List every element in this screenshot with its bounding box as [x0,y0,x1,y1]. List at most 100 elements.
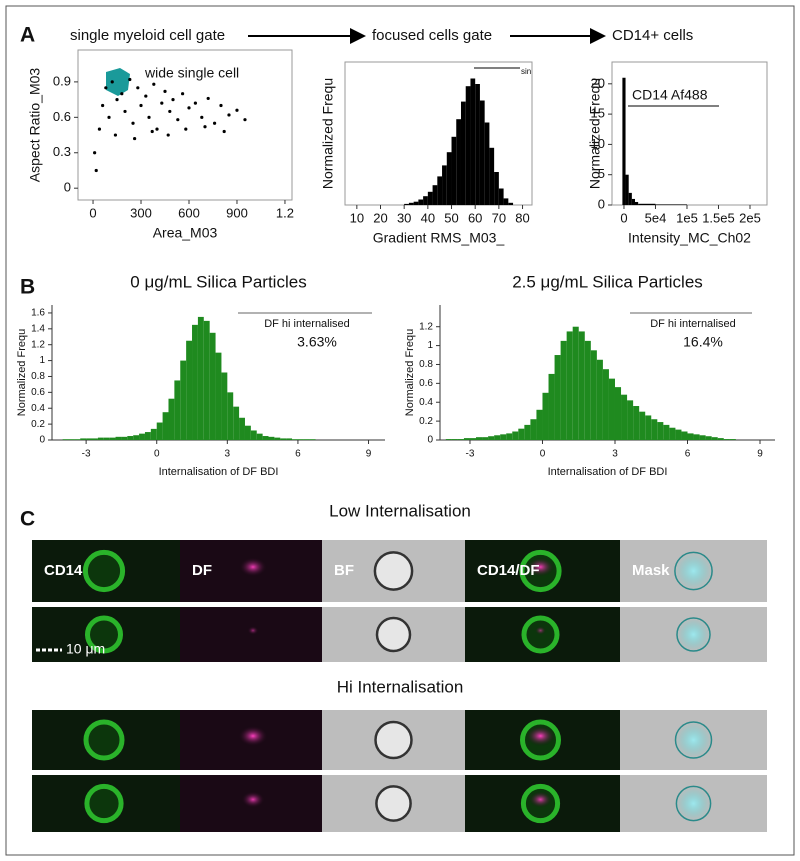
y-tick-label: 1.6 [31,308,45,319]
bar [268,436,275,440]
bar [548,373,555,440]
x-tick-label: 1.2 [276,205,294,220]
bar [109,437,116,440]
y-tick-label: 0 [39,435,45,446]
point [120,92,124,96]
bar [566,331,573,440]
cell [674,551,713,591]
point [184,127,188,131]
point [163,89,167,93]
bar [150,428,157,440]
bar [645,415,652,440]
point [155,127,159,131]
point [104,86,108,90]
panel-label: C [20,508,35,531]
bar [86,438,93,440]
x-tick-label: 60 [468,210,482,225]
bar [442,165,447,205]
bar [292,439,298,440]
point [168,109,172,114]
point [93,151,97,155]
gate-label: DF hi internalised [650,318,736,330]
y-axis-label: Aspect Ratio_M03 [27,68,43,183]
bar [560,340,567,440]
point [160,101,164,105]
bar [115,436,122,440]
chart-title: 2.5 μg/mL Silica Particles [512,272,703,291]
y-tick-label: 0.6 [31,387,45,398]
bar [489,147,495,205]
y-tick-label: 0.2 [419,416,433,427]
bar [621,394,628,440]
x-tick-label: 900 [226,205,248,220]
particles [528,791,553,808]
bar [203,320,210,440]
bar [717,438,724,440]
y-tick-label: 0 [598,196,605,211]
bar [681,431,688,440]
bar [512,431,519,440]
channel-label: CD14 [44,562,83,579]
point [133,136,137,141]
image-tile [180,607,322,662]
bar [494,435,501,440]
y-tick-label: 1 [427,340,433,351]
bar [503,198,509,205]
bar [280,438,287,440]
bar [221,372,228,440]
point [147,115,151,119]
plot-frame [77,49,293,201]
bar [97,437,104,440]
bar [470,78,476,205]
y-axis-label: Normalized Frequ [16,329,28,416]
x-tick-label: 70 [492,210,506,225]
plot-frame [611,61,768,206]
y-tick-label: 0.3 [53,144,71,159]
bar [627,400,634,440]
point [187,106,191,110]
point [222,129,226,134]
bar [80,438,87,440]
cell [374,720,413,760]
x-tick-label: 9 [757,449,763,460]
scale-label: 10 μm [66,641,105,657]
y-tick-label: 0.9 [53,73,71,88]
bar [209,332,216,440]
bar [705,436,712,440]
bar [638,203,656,205]
particles [239,557,267,577]
point [181,92,185,96]
bar [92,438,98,440]
bar [68,439,75,440]
point [206,96,210,101]
y-tick-label: 0.2 [31,419,45,430]
bar [572,326,579,440]
bar [244,425,251,440]
point [131,121,135,125]
x-tick-label: 0 [540,449,546,460]
bar [413,201,419,205]
cell [375,616,412,653]
point [128,77,132,82]
bar [723,439,730,440]
x-tick-label: 0 [89,205,96,220]
x-axis-label: Area_M03 [153,225,218,241]
bar [614,387,622,440]
point [176,118,180,122]
gate-label: DF hi internalised [264,318,350,330]
y-tick-label: 1.4 [31,323,45,334]
x-tick-label: 0 [620,210,627,225]
bar [451,439,458,440]
bar [309,439,316,440]
bar [663,424,670,440]
figure-border [5,5,795,856]
bar [133,435,140,440]
y-tick-label: 0 [64,180,71,195]
y-tick-label: 5 [598,166,605,181]
cell [373,551,414,591]
point [235,108,239,112]
channel-label: DF [192,562,212,579]
bar [554,355,561,440]
y-tick-label: 0.8 [419,359,433,370]
bar [669,427,676,440]
